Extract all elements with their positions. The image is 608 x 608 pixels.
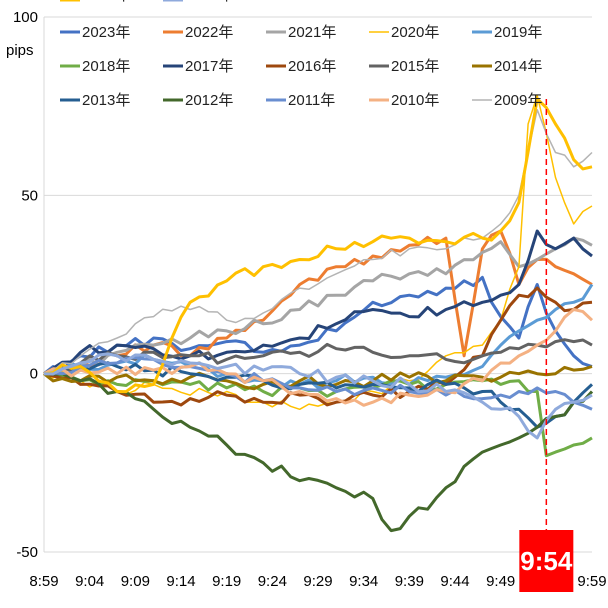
x-tick-label: 9:39 [395,573,424,590]
legend-label: 2020年 [391,24,439,41]
legend-item-2016年: 2016年 [266,58,336,75]
legend-label: 2018年 [82,58,130,75]
legend-item-2012年: 2012年 [163,92,233,109]
series-line-2021年 [43,236,593,376]
y-tick-label: 0 [30,366,38,383]
legend-item-2009年: 2009年 [472,92,542,109]
series-layer [43,94,594,533]
legend-item-2010年: 2010年 [369,92,439,109]
series-line-2015年 [43,338,593,376]
x-tick-label: 9:44 [440,573,469,590]
legend-label: 2010年 [391,92,439,109]
legend-label: 2022年 [185,24,233,41]
legend-label: 2021年 [288,24,336,41]
x-tick-label: 9:59 [577,573,606,590]
legend-item-2017年: 2017年 [163,58,233,75]
legend-label: 2019年 [494,24,542,41]
series-line-2008年 [43,97,593,394]
series-line-2013年 [43,361,594,429]
series-line-2012年 [43,372,594,533]
x-tick-label: 9:09 [121,573,150,590]
legend-item-2022年: 2022年 [163,24,233,41]
x-tick-label: 9:19 [212,573,241,590]
series-line-2016年 [43,286,593,407]
legend-label: 2013年 [82,92,130,109]
legend-item-2011年: 2011年 [266,92,335,109]
legend-item-2019年: 2019年 [472,24,542,41]
legend-label: 2012年 [185,92,233,109]
x-tick-label: 9:49 [486,573,515,590]
axis-layer: 100 50 0 -50 8:59 9:04 9:09 9:14 9:19 9:24 9:29 9:3… [13,9,607,590]
legend-label: 2017年 [185,58,233,75]
series-line-2010年 [43,308,594,407]
y-tick-label: 50 [21,187,38,204]
legend-item-2021年: 2021年 [266,24,336,41]
x-tick-label: 9:14 [166,573,195,590]
x-tick-label: 9:24 [258,573,287,590]
series-line-2017年 [43,229,593,375]
x-tick-label: 8:59 [29,573,58,590]
y-tick-label: 100 [13,9,38,26]
legend-item-2015年: 2015年 [369,58,439,75]
legend-item-2023年: 2023年 [60,24,130,41]
highlight-layer: 9:54 [519,99,574,592]
highlight-callout-label: 9:54 [520,546,573,576]
series-line-2011年 [43,356,593,411]
legend-item-2008年: 2008年 [60,0,130,4]
legend-item-2020年: 2020年 [369,24,439,41]
series-line-2023年 [43,275,593,375]
y-axis-unit-label: pips [6,42,34,59]
legend-label: 2023年 [82,24,130,41]
legend-label: 2011年 [288,92,335,109]
x-tick-label: 9:04 [75,573,104,590]
legend-label: 2014年 [494,58,542,75]
legend-item-2013年: 2013年 [60,92,130,109]
legend-label: 2008年 [82,0,130,4]
legend-label: 2015年 [391,58,439,75]
series-line-2009年 [43,108,593,375]
legend-item-2014年: 2014年 [472,58,542,75]
legend-item-2018年: 2018年 [60,58,130,75]
y-tick-label: -50 [16,544,38,561]
legend-label: 2007年 [185,0,233,4]
x-tick-label: 9:29 [303,573,332,590]
legend-label: 2009年 [494,92,542,109]
series-line-2007年 [43,352,593,440]
legend-label: 2016年 [288,58,336,75]
highlight-callout-box [519,530,574,592]
legend: 2023年 2022年 2021年 2020年 2019年 2018年 2017年 2016年… [60,0,542,109]
legend-item-2007年: 2007年 [163,0,233,4]
x-tick-label: 9:34 [349,573,378,590]
